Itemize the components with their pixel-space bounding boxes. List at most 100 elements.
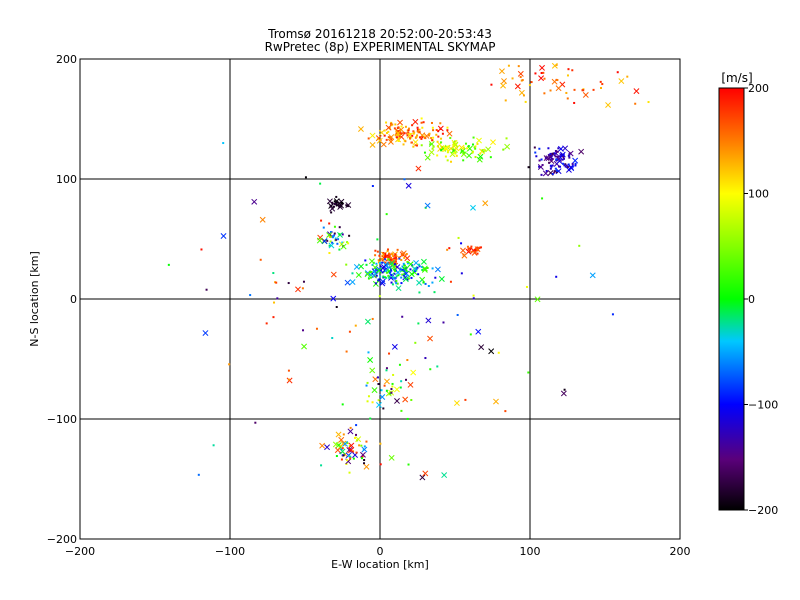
data-point-dot — [463, 151, 466, 154]
data-point-dot — [382, 407, 385, 410]
data-point-dot — [564, 163, 567, 166]
data-point-dot — [367, 395, 370, 398]
data-point-dot — [376, 238, 379, 241]
data-point-dot — [470, 245, 473, 248]
data-point-dot — [436, 154, 439, 157]
data-point-dot — [228, 363, 231, 366]
data-point-cross — [348, 442, 355, 449]
data-point-dot — [457, 236, 460, 239]
data-point-dot — [385, 389, 388, 392]
data-point-dot — [393, 254, 396, 257]
data-point-dot — [393, 268, 396, 271]
data-point-dot — [384, 255, 387, 258]
data-point-cross — [442, 145, 449, 151]
data-point-dot — [274, 281, 277, 284]
data-point-dot — [540, 173, 543, 176]
data-point-dot — [335, 201, 338, 204]
data-point-dot — [436, 365, 439, 368]
data-point-dot — [273, 301, 276, 304]
data-point-dot — [345, 462, 348, 465]
data-point-cross — [460, 247, 466, 254]
data-point-cross — [371, 387, 378, 394]
data-point-dot — [420, 117, 423, 120]
data-point-cross — [369, 132, 376, 139]
data-point-dot — [349, 455, 352, 458]
data-point-cross — [545, 155, 552, 162]
data-point-dot — [462, 159, 465, 162]
data-point-dot — [378, 254, 381, 257]
data-point-dot — [530, 81, 533, 84]
data-point-dot — [556, 150, 559, 153]
data-point-dot — [380, 269, 383, 272]
data-point-cross — [361, 446, 368, 453]
data-point-dot — [421, 136, 424, 139]
data-point-dot — [476, 252, 479, 255]
data-point-dot — [441, 132, 444, 135]
x-tick-label: −200 — [65, 545, 95, 558]
data-point-dot — [453, 140, 456, 143]
data-point-cross — [406, 132, 413, 139]
data-point-dot — [377, 278, 380, 281]
data-point-dot — [406, 260, 409, 263]
data-point-dot — [400, 125, 403, 128]
data-point-dot — [386, 249, 389, 252]
data-point-dot — [415, 136, 418, 139]
colorbar-tick-label: 200 — [748, 82, 769, 95]
data-point-cross — [482, 200, 489, 207]
data-point-dot — [383, 129, 386, 132]
data-point-cross — [500, 82, 507, 89]
data-point-dot — [460, 149, 463, 152]
data-point-dot — [393, 263, 396, 266]
data-point-dot — [560, 153, 563, 156]
data-point-dot — [460, 272, 463, 275]
data-point-dot — [400, 282, 403, 285]
data-point-cross — [412, 118, 419, 125]
data-point-cross — [560, 390, 567, 397]
data-point-dot — [540, 158, 543, 161]
data-point-dot — [410, 398, 413, 401]
data-point-dot — [330, 211, 333, 214]
data-point-dot — [490, 83, 493, 86]
data-point-dot — [403, 132, 406, 135]
data-point-cross — [301, 343, 308, 350]
data-point-dot — [398, 363, 401, 366]
data-point-cross — [504, 143, 511, 150]
data-point-dot — [423, 151, 426, 154]
data-point-dot — [599, 80, 602, 83]
data-point-dot — [388, 126, 391, 129]
data-point-dot — [401, 265, 404, 268]
data-point-dot — [450, 160, 453, 163]
data-point-dot — [565, 91, 568, 94]
data-point-dot — [414, 341, 417, 344]
data-point-dot — [626, 75, 629, 78]
data-point-dot — [388, 253, 391, 256]
data-point-dot — [385, 276, 388, 279]
data-point-dot — [388, 266, 391, 269]
data-point-dot — [382, 253, 385, 256]
data-point-dot — [403, 178, 406, 181]
data-point-cross — [410, 369, 417, 376]
data-point-dot — [394, 123, 397, 126]
data-point-dot — [337, 238, 340, 241]
data-point-dot — [371, 317, 374, 320]
data-point-dot — [272, 316, 275, 319]
data-point-dot — [301, 287, 304, 290]
data-point-dot — [205, 288, 208, 291]
data-point-dot — [397, 274, 400, 277]
data-point-cross — [376, 401, 382, 408]
data-point-dot — [421, 268, 424, 271]
data-point-dot — [400, 132, 403, 135]
data-point-dot — [543, 92, 546, 95]
data-point-dot — [417, 322, 420, 325]
data-point-dot — [406, 274, 409, 277]
data-point-dot — [378, 295, 381, 298]
data-point-cross — [582, 91, 589, 98]
x-axis-label: E-W location [km] — [331, 558, 429, 571]
data-point-cross — [259, 216, 266, 223]
colorbar — [718, 87, 745, 511]
data-point-dot — [402, 262, 405, 265]
data-point-dot — [418, 265, 421, 268]
data-point-cross — [422, 470, 429, 477]
data-point-dot — [341, 241, 344, 244]
